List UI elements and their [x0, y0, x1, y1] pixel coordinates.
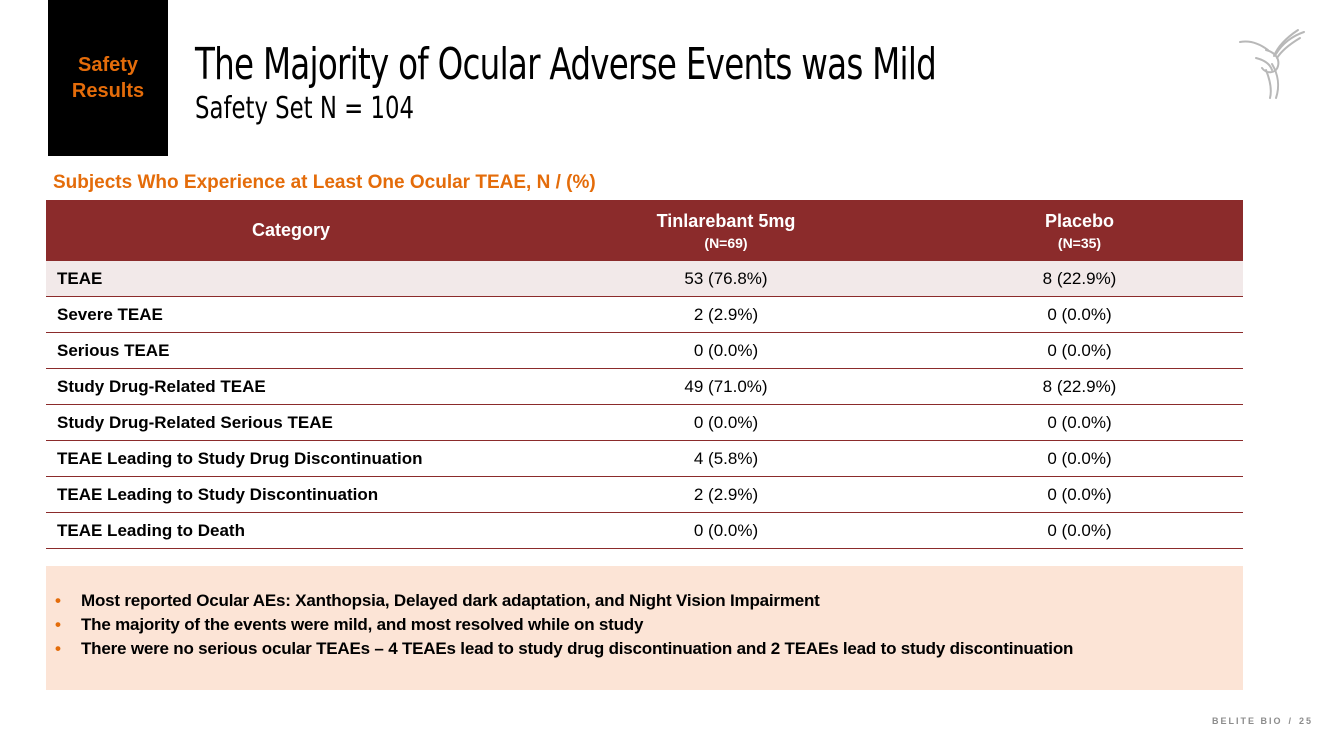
row-tinlarebant-value: 0 (0.0%): [536, 512, 916, 549]
hummingbird-logo-icon: [1239, 29, 1305, 99]
row-tinlarebant-value: 2 (2.9%): [536, 296, 916, 333]
table-row: Serious TEAE 0 (0.0%) 0 (0.0%): [46, 332, 1243, 369]
column-header-category-label: Category: [251, 220, 331, 240]
page-subtitle: Safety Set N = 104: [195, 91, 415, 126]
section-label-line1: Safety: [77, 54, 139, 76]
column-header-placebo-label: Placebo: [1044, 210, 1115, 231]
slide-footer: BELITE BIO / 25: [1212, 716, 1313, 726]
row-tinlarebant-value: 4 (5.8%): [536, 440, 916, 477]
row-placebo-value: 0 (0.0%): [916, 404, 1243, 441]
bullet-icon: •: [55, 639, 61, 658]
row-category: Severe TEAE: [46, 296, 536, 333]
page-title: The Majority of Ocular Adverse Events wa…: [195, 39, 937, 90]
table-row: TEAE 53 (76.8%) 8 (22.9%): [46, 261, 1243, 297]
list-item: • The majority of the events were mild, a…: [55, 613, 1243, 637]
table-row: TEAE Leading to Study Drug Discontinuati…: [46, 440, 1243, 477]
row-category: Study Drug-Related Serious TEAE: [46, 404, 536, 441]
table-caption: Subjects Who Experience at Least One Ocu…: [53, 172, 596, 193]
finding-text: Most reported Ocular AEs: Xanthopsia, De…: [81, 591, 820, 610]
table-row: TEAE Leading to Study Discontinuation 2 …: [46, 476, 1243, 513]
row-placebo-value: 0 (0.0%): [916, 440, 1243, 477]
table-row: Study Drug-Related TEAE 49 (71.0%) 8 (22…: [46, 368, 1243, 405]
row-category: TEAE Leading to Study Discontinuation: [46, 476, 536, 513]
row-category: TEAE: [46, 261, 536, 297]
teae-table: Category Tinlarebant 5mg (N=69) Placebo …: [46, 200, 1243, 549]
row-category: TEAE Leading to Death: [46, 512, 536, 549]
row-placebo-value: 0 (0.0%): [916, 512, 1243, 549]
row-category: TEAE Leading to Study Drug Discontinuati…: [46, 440, 536, 477]
column-header-tinlarebant-n: (N=69): [704, 234, 748, 251]
row-tinlarebant-value: 0 (0.0%): [536, 404, 916, 441]
column-header-tinlarebant: Tinlarebant 5mg (N=69): [536, 200, 916, 261]
column-header-category: Category: [46, 200, 536, 261]
key-findings-list: • Most reported Ocular AEs: Xanthopsia, D…: [55, 589, 1243, 661]
finding-text: The majority of the events were mild, an…: [81, 615, 644, 634]
key-findings-box: • Most reported Ocular AEs: Xanthopsia, D…: [46, 566, 1243, 690]
section-badge: Safety Results: [48, 0, 168, 156]
row-tinlarebant-value: 0 (0.0%): [536, 332, 916, 369]
table-row: Severe TEAE 2 (2.9%) 0 (0.0%): [46, 296, 1243, 333]
list-item: • Most reported Ocular AEs: Xanthopsia, D…: [55, 589, 1243, 613]
footer-separator: /: [1288, 716, 1293, 726]
column-header-placebo-n: (N=35): [1057, 234, 1102, 251]
bullet-icon: •: [55, 591, 61, 610]
row-category: Study Drug-Related TEAE: [46, 368, 536, 405]
row-placebo-value: 8 (22.9%): [916, 261, 1243, 297]
table-row: Study Drug-Related Serious TEAE 0 (0.0%)…: [46, 404, 1243, 441]
section-label-line2: Results: [71, 80, 145, 102]
table-header-row: Category Tinlarebant 5mg (N=69) Placebo …: [46, 200, 1243, 261]
row-category: Serious TEAE: [46, 332, 536, 369]
row-tinlarebant-value: 53 (76.8%): [536, 261, 916, 297]
table-row: TEAE Leading to Death 0 (0.0%) 0 (0.0%): [46, 512, 1243, 549]
row-tinlarebant-value: 49 (71.0%): [536, 368, 916, 405]
page-number: 25: [1298, 716, 1313, 726]
row-placebo-value: 0 (0.0%): [916, 296, 1243, 333]
footer-brand: BELITE BIO: [1211, 716, 1283, 726]
finding-text: There were no serious ocular TEAEs – 4 T…: [81, 639, 1074, 658]
bullet-icon: •: [55, 615, 61, 634]
row-placebo-value: 0 (0.0%): [916, 476, 1243, 513]
row-placebo-value: 0 (0.0%): [916, 332, 1243, 369]
row-tinlarebant-value: 2 (2.9%): [536, 476, 916, 513]
column-header-placebo: Placebo (N=35): [916, 200, 1243, 261]
column-header-tinlarebant-label: Tinlarebant 5mg: [656, 210, 796, 231]
list-item: • There were no serious ocular TEAEs – 4 …: [55, 637, 1243, 661]
row-placebo-value: 8 (22.9%): [916, 368, 1243, 405]
